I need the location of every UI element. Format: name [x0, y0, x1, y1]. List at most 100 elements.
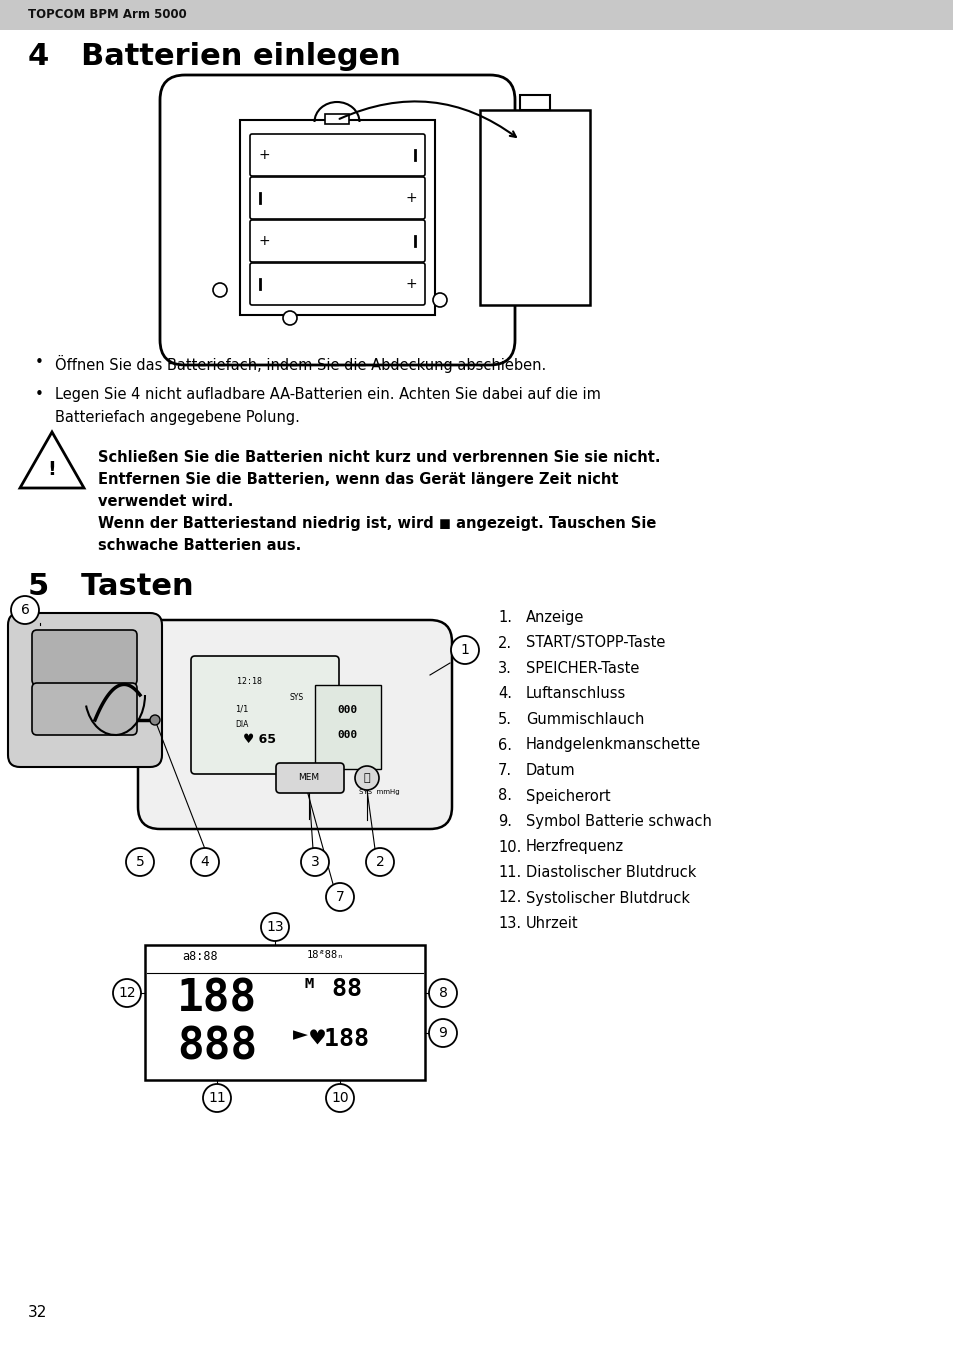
- FancyBboxPatch shape: [275, 763, 344, 792]
- FancyBboxPatch shape: [138, 620, 452, 829]
- Text: !: !: [48, 460, 56, 479]
- Circle shape: [366, 848, 394, 876]
- Circle shape: [11, 595, 39, 624]
- Text: 12:18: 12:18: [237, 676, 262, 686]
- Text: Uhrzeit: Uhrzeit: [525, 917, 578, 932]
- Text: SYS: SYS: [290, 693, 304, 702]
- Circle shape: [112, 979, 141, 1007]
- Polygon shape: [20, 432, 84, 487]
- Text: MEM: MEM: [298, 774, 319, 783]
- Text: ᴹ 88: ᴹ 88: [302, 977, 361, 1000]
- Text: 9: 9: [438, 1026, 447, 1040]
- Text: Handgelenkmanschette: Handgelenkmanschette: [525, 737, 700, 752]
- Text: ►: ►: [293, 1025, 308, 1044]
- Text: 12.: 12.: [497, 891, 521, 906]
- Text: 000: 000: [337, 705, 357, 716]
- Circle shape: [326, 883, 354, 911]
- Text: Öffnen Sie das Batteriefach, indem Sie die Abdeckung abschieben.: Öffnen Sie das Batteriefach, indem Sie d…: [55, 355, 546, 373]
- Text: ♥188: ♥188: [310, 1027, 370, 1052]
- Text: 13: 13: [266, 919, 283, 934]
- Text: SYS  mmHg: SYS mmHg: [359, 788, 399, 795]
- Text: 8.: 8.: [497, 788, 512, 803]
- Text: 7.: 7.: [497, 763, 512, 778]
- FancyBboxPatch shape: [8, 613, 162, 767]
- Text: •: •: [35, 387, 44, 402]
- Text: SPEICHER-Taste: SPEICHER-Taste: [525, 662, 639, 676]
- Text: Anzeige: Anzeige: [525, 610, 584, 625]
- Bar: [325, 113, 349, 124]
- Circle shape: [429, 979, 456, 1007]
- Text: 1: 1: [460, 643, 469, 657]
- FancyBboxPatch shape: [250, 263, 424, 305]
- Circle shape: [191, 848, 219, 876]
- Text: 000: 000: [337, 730, 357, 740]
- Text: 5.: 5.: [497, 711, 512, 728]
- FancyBboxPatch shape: [191, 656, 338, 774]
- Text: Systolischer Blutdruck: Systolischer Blutdruck: [525, 891, 689, 906]
- Text: 4: 4: [200, 855, 209, 869]
- Circle shape: [213, 284, 227, 297]
- Text: Wenn der Batteriestand niedrig ist, wird ◼ angezeigt. Tauschen Sie: Wenn der Batteriestand niedrig ist, wird…: [98, 516, 656, 531]
- Text: verwendet wird.: verwendet wird.: [98, 494, 233, 509]
- Text: ⏻: ⏻: [363, 774, 370, 783]
- Text: ♥ 65: ♥ 65: [243, 733, 276, 747]
- Text: 4   Batterien einlegen: 4 Batterien einlegen: [28, 42, 400, 72]
- Text: 888: 888: [176, 1025, 257, 1068]
- Text: Herzfrequenz: Herzfrequenz: [525, 840, 623, 855]
- Bar: [145, 945, 424, 1080]
- Text: +: +: [258, 148, 270, 162]
- Text: 18ᴭ88ₙ: 18ᴭ88ₙ: [306, 950, 343, 960]
- Bar: [0, 0, 953, 30]
- Text: Symbol Batterie schwach: Symbol Batterie schwach: [525, 814, 711, 829]
- Text: Datum: Datum: [525, 763, 575, 778]
- Circle shape: [326, 1084, 354, 1112]
- Text: 5: 5: [135, 855, 144, 869]
- Text: Speicherort: Speicherort: [525, 788, 610, 803]
- Text: 11.: 11.: [497, 865, 520, 880]
- Text: 13.: 13.: [497, 917, 520, 932]
- Circle shape: [301, 848, 329, 876]
- Text: 10: 10: [331, 1091, 349, 1106]
- Circle shape: [451, 636, 478, 664]
- Text: Legen Sie 4 nicht aufladbare AA-Batterien ein. Achten Sie dabei auf die im: Legen Sie 4 nicht aufladbare AA-Batterie…: [55, 387, 600, 402]
- Text: DIA: DIA: [234, 720, 248, 729]
- Text: 10.: 10.: [497, 840, 521, 855]
- Text: +: +: [405, 190, 416, 205]
- Text: 1/1: 1/1: [234, 705, 248, 714]
- Text: 7: 7: [335, 890, 344, 905]
- Text: Gummischlauch: Gummischlauch: [525, 711, 643, 728]
- Text: schwache Batterien aus.: schwache Batterien aus.: [98, 539, 301, 553]
- Text: 11: 11: [208, 1091, 226, 1106]
- Text: TOPCOM BPM Arm 5000: TOPCOM BPM Arm 5000: [28, 8, 187, 22]
- Bar: [519, 95, 550, 109]
- FancyBboxPatch shape: [160, 76, 515, 365]
- Text: Entfernen Sie die Batterien, wenn das Gerät längere Zeit nicht: Entfernen Sie die Batterien, wenn das Ge…: [98, 472, 618, 487]
- Text: Batteriefach angegebene Polung.: Batteriefach angegebene Polung.: [55, 410, 299, 425]
- Text: Luftanschluss: Luftanschluss: [525, 687, 625, 702]
- Text: •: •: [35, 355, 44, 370]
- Text: +: +: [258, 234, 270, 248]
- FancyBboxPatch shape: [314, 684, 380, 770]
- Circle shape: [355, 765, 378, 790]
- Text: Schließen Sie die Batterien nicht kurz und verbrennen Sie sie nicht.: Schließen Sie die Batterien nicht kurz u…: [98, 450, 659, 464]
- Text: 4.: 4.: [497, 687, 512, 702]
- Circle shape: [283, 310, 296, 325]
- Text: 188: 188: [176, 977, 257, 1021]
- Text: 2.: 2.: [497, 636, 512, 651]
- Text: 6: 6: [21, 603, 30, 617]
- Text: 8: 8: [438, 986, 447, 1000]
- Text: a8:88: a8:88: [182, 950, 217, 963]
- Text: START/STOPP-Taste: START/STOPP-Taste: [525, 636, 664, 651]
- FancyBboxPatch shape: [250, 220, 424, 262]
- Circle shape: [433, 293, 447, 306]
- FancyBboxPatch shape: [32, 683, 137, 734]
- Text: 3: 3: [311, 855, 319, 869]
- Text: 6.: 6.: [497, 737, 512, 752]
- Text: 5   Tasten: 5 Tasten: [28, 572, 193, 601]
- Text: 12: 12: [118, 986, 135, 1000]
- Circle shape: [150, 716, 160, 725]
- Text: 32: 32: [28, 1305, 48, 1320]
- Circle shape: [429, 1019, 456, 1048]
- Text: 1.: 1.: [497, 610, 512, 625]
- FancyBboxPatch shape: [250, 134, 424, 176]
